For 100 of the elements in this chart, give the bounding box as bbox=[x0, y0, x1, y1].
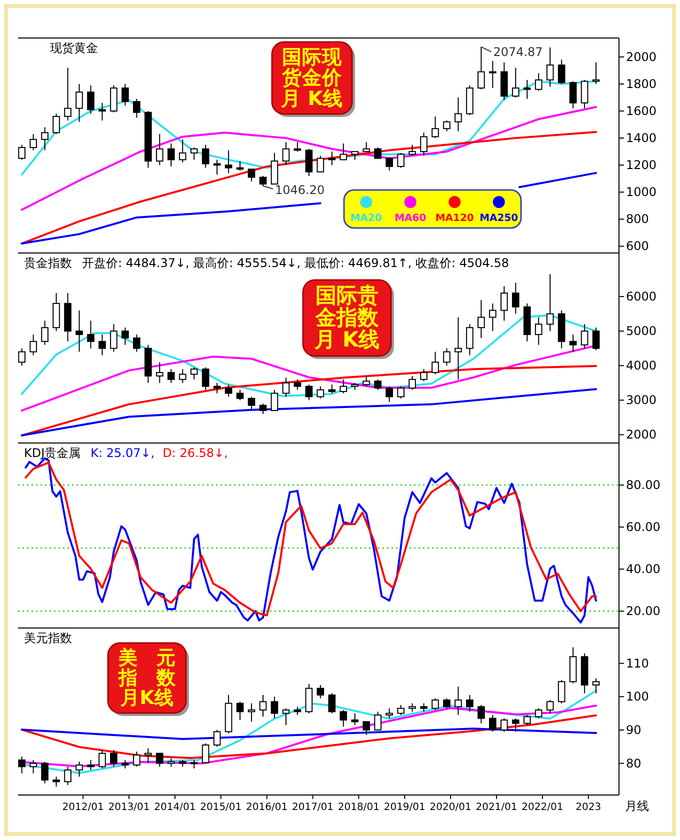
candlestick bbox=[178, 368, 186, 384]
candlestick bbox=[224, 384, 232, 398]
candlestick bbox=[202, 742, 210, 764]
candlestick bbox=[466, 694, 474, 712]
candlestick bbox=[328, 692, 336, 714]
line-series bbox=[20, 130, 598, 245]
candlestick bbox=[87, 320, 94, 349]
x-tick-label: 2017/01 bbox=[292, 802, 334, 813]
candlestick bbox=[580, 324, 588, 349]
candlestick bbox=[305, 684, 313, 714]
candlestick bbox=[316, 155, 324, 172]
candlestick bbox=[110, 750, 118, 768]
candlestick bbox=[133, 98, 140, 118]
candlestick bbox=[546, 46, 554, 88]
candlestick bbox=[328, 151, 336, 166]
candlestick bbox=[305, 148, 313, 176]
candlestick bbox=[76, 83, 83, 122]
candlestick bbox=[362, 375, 370, 387]
x-tick-label: 2018/01 bbox=[338, 802, 380, 813]
candlestick bbox=[248, 168, 256, 182]
y-tick-label: 800 bbox=[626, 212, 649, 226]
candlestick bbox=[18, 144, 26, 160]
candlestick bbox=[76, 310, 83, 352]
candlestick bbox=[122, 83, 129, 106]
annotation: K: 25.07↓, bbox=[90, 446, 155, 460]
candlestick bbox=[167, 142, 175, 167]
candlestick bbox=[144, 748, 152, 764]
candlestick bbox=[98, 334, 106, 356]
y-tick-label: 1600 bbox=[626, 104, 657, 118]
candlestick bbox=[52, 113, 60, 135]
chart-title: 贵金指数 bbox=[24, 256, 72, 270]
x-tick-label: 2016/01 bbox=[246, 802, 288, 813]
candlestick bbox=[454, 686, 462, 716]
candlestick bbox=[30, 334, 37, 356]
candlestick bbox=[259, 694, 267, 718]
candlestick bbox=[98, 102, 106, 121]
candlestick bbox=[432, 116, 439, 139]
y-tick-label: 2000 bbox=[626, 50, 657, 64]
candlestick bbox=[374, 711, 382, 730]
candlestick bbox=[282, 708, 290, 726]
candlestick bbox=[87, 84, 94, 114]
y-tick-label: 60.00 bbox=[626, 520, 660, 534]
candlestick bbox=[41, 320, 48, 346]
candlestick bbox=[397, 152, 404, 168]
candlestick bbox=[500, 286, 508, 322]
candlestick bbox=[478, 704, 485, 724]
y-tick-label: 2000 bbox=[626, 428, 657, 442]
candlestick bbox=[374, 147, 382, 159]
candlestick bbox=[351, 712, 359, 726]
candlestick bbox=[133, 751, 140, 768]
candlestick bbox=[420, 132, 428, 156]
candlestick bbox=[110, 324, 118, 352]
candlestick bbox=[489, 714, 496, 732]
candlestick bbox=[397, 386, 404, 399]
candlestick bbox=[30, 760, 37, 774]
candlestick bbox=[340, 378, 348, 394]
y-tick-label: 20.00 bbox=[626, 604, 660, 618]
candlestick bbox=[305, 384, 313, 401]
y-tick-label: 3000 bbox=[626, 393, 657, 408]
chart-title: 现货黄金 bbox=[50, 41, 98, 55]
candlestick bbox=[362, 721, 370, 736]
y-tick-label: 1400 bbox=[626, 131, 657, 146]
legend-label: MA20 bbox=[350, 213, 382, 224]
y-tick-label: 1800 bbox=[626, 76, 657, 91]
candlestick bbox=[592, 327, 600, 351]
candlestick bbox=[87, 760, 94, 770]
candlestick bbox=[190, 366, 198, 380]
candlestick bbox=[386, 386, 393, 402]
chart-title: KDJ贵金属 bbox=[24, 446, 81, 460]
candlestick bbox=[270, 389, 278, 412]
candlestick bbox=[202, 144, 210, 168]
candlestick bbox=[534, 708, 542, 719]
candlestick bbox=[213, 730, 221, 748]
candlestick bbox=[478, 46, 485, 90]
candlestick bbox=[340, 710, 348, 728]
x-tick-label: 2022/01 bbox=[522, 802, 564, 813]
candlestick bbox=[156, 134, 164, 166]
candlestick bbox=[432, 351, 439, 375]
candlestick bbox=[432, 698, 439, 710]
line-series bbox=[20, 728, 598, 740]
y-tick-label: 6000 bbox=[626, 290, 657, 304]
candlestick bbox=[534, 72, 542, 92]
candlestick bbox=[512, 718, 520, 732]
candlestick bbox=[558, 59, 566, 84]
x-tick-label: 2014/01 bbox=[154, 802, 196, 813]
candlestick bbox=[546, 274, 554, 332]
legend-label: MA120 bbox=[435, 213, 474, 224]
candlestick bbox=[592, 62, 600, 84]
candlestick bbox=[270, 152, 278, 185]
y-tick-label: 100 bbox=[626, 690, 649, 704]
candlestick bbox=[534, 316, 542, 346]
candlestick bbox=[512, 67, 520, 98]
candlestick bbox=[386, 156, 393, 172]
candlestick bbox=[420, 368, 428, 382]
candlestick bbox=[259, 403, 267, 414]
annotation: D: 26.58↓, bbox=[162, 446, 228, 460]
annotation: 国际贵金指数月 K线 bbox=[313, 284, 380, 352]
candlestick bbox=[316, 684, 324, 699]
candlestick bbox=[316, 386, 324, 399]
candlestick bbox=[178, 138, 186, 163]
